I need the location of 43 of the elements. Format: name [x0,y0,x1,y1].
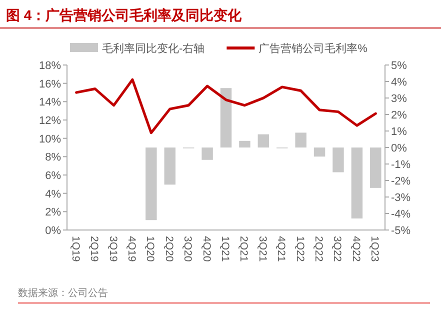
x-tick-label: 3Q21 [256,236,268,262]
y-tick-label: 14% [38,96,62,109]
y2-tick-label: -1% [391,159,411,171]
y-tick-label: 12% [38,115,62,127]
line-series [75,78,377,134]
x-tick-label: 1Q19 [69,236,82,262]
x-tick-label: 3Q20 [182,236,194,262]
y2-tick-label: -3% [391,192,411,204]
x-tick-label: 4Q22 [350,236,362,262]
x-tick-label: 1Q21 [219,236,231,262]
x-tick-label: 1Q20 [144,236,156,262]
legend-label: 广告营销公司毛利率% [258,42,368,55]
x-tick-label: 3Q22 [331,236,344,262]
x-tick-label: 4Q20 [200,236,212,262]
y-tick-label: 6% [45,170,62,182]
y2-tick-label: 5% [391,60,408,72]
y-tick-label: 4% [45,188,62,200]
x-tick-label: 2Q19 [88,236,100,262]
y-tick-label: 10% [38,133,62,146]
y-tick-label: 8% [45,152,62,164]
legend-label: 毛利率同比变化-右轴 [102,42,205,55]
y-tick-label: 16% [38,78,62,90]
y2-tick-label: 1% [391,126,408,138]
x-tick-label: 3Q19 [106,236,119,262]
y2-tick-label: -4% [391,208,411,220]
y-tick-label: 18% [38,60,62,72]
source-note: 数据来源：公司公告 [18,287,108,299]
x-tick-label: 4Q21 [275,236,288,262]
x-tick-label: 2Q22 [312,236,325,262]
y2-tick-label: -5% [391,225,411,237]
y2-tick-label: 3% [391,93,408,105]
y-tick-label: 0% [45,225,62,237]
y2-tick-label: 0% [391,142,408,154]
y2-tick-label: -2% [391,176,411,188]
x-tick-label: 1Q23 [368,236,381,262]
y2-tick-label: 2% [391,110,408,122]
x-tick-label: 1Q22 [294,236,306,262]
x-tick-label: 2Q21 [238,236,250,262]
chart-title: 图 4：广告营销公司毛利率及同比变化 [6,7,243,23]
x-tick-label: 4Q19 [125,236,138,262]
y-tick-label: 2% [45,206,62,219]
x-tick-label: 2Q20 [162,236,175,262]
y2-tick-label: 4% [391,76,408,88]
